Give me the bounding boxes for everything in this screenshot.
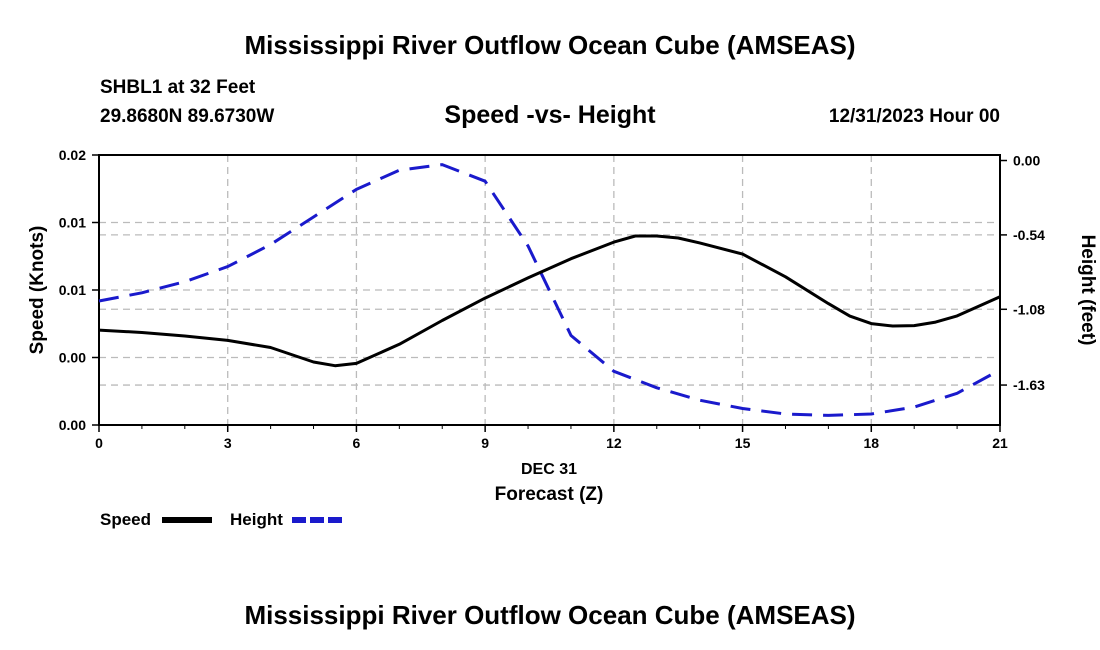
y2-tick-label: 0.00 [1013,153,1040,169]
y2-tick-label: -0.54 [1013,227,1045,243]
legend: Speed Height [100,510,342,529]
station-coords: 29.8680N 89.6730W [100,106,275,127]
y-tick-label: 0.01 [59,215,86,231]
station-label: SHBL1 at 32 Feet [100,77,256,98]
x-tick-label: 9 [481,435,489,451]
y2-tick-label: -1.08 [1013,301,1045,317]
forecast-date: 12/31/2023 Hour 00 [828,106,1000,127]
y-tick-label: 0.02 [59,147,86,163]
x-tick-label: 6 [353,435,361,451]
chart-title: Mississippi River Outflow Ocean Cube (AM… [244,30,856,60]
y-tick-label: 0.00 [59,350,86,366]
x-tick-label: 3 [224,435,232,451]
x-tick-label: 15 [735,435,751,451]
y-tick-label: 0.01 [59,282,86,298]
y2-tick-label: -1.63 [1013,377,1045,393]
tick-labels: 0 3 6 9 12 15 18 21 0.00 0.00 0.01 0.01 0.02 0.00 -0.5… [59,147,1045,451]
axis-ticks [92,154,1007,432]
x-tick-label: 0 [95,435,103,451]
y-tick-label: 0.00 [59,417,86,433]
x-axis-date: DEC 31 [521,461,577,478]
x-tick-label: 18 [863,435,879,451]
legend-height-label: Height [230,510,283,529]
x-tick-label: 12 [606,435,622,451]
chart-subtitle: Speed -vs- Height [444,101,656,129]
speed-height-chart: 0 3 6 9 12 15 18 21 0.00 0.00 0.01 0.01 0.02 0.00 -0.5… [27,147,1098,529]
x-axis-label: Forecast (Z) [495,484,604,505]
y-axis-label: Speed (Knots) [27,226,48,355]
series-height-line [98,163,1001,417]
series-speed-line [98,234,1001,368]
y2-axis-label: Height (feet) [1077,235,1098,346]
bottom-title: Mississippi River Outflow Ocean Cube (AM… [244,600,856,630]
x-tick-label: 21 [992,435,1008,451]
legend-speed-label: Speed [100,510,151,529]
